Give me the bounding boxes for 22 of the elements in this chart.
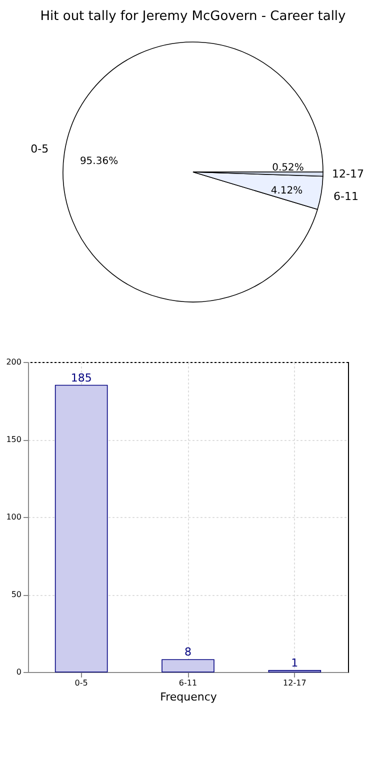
slice-label: 6-11 [333, 190, 358, 204]
y-tick-label: 200 [6, 358, 22, 366]
slice-label: 0-5 [30, 142, 49, 156]
x-tick-label: 6-11 [178, 678, 198, 688]
x-axis-title: Frequency [160, 690, 218, 704]
slice-label: 12-17 [332, 168, 364, 181]
x-tick-label: 12-17 [283, 678, 306, 688]
pie-slice [62, 42, 324, 302]
chart-title: Hit out tally for Jeremy McGovern - Career tally [40, 9, 346, 24]
bar [54, 384, 108, 672]
data-label: 0.52% [272, 162, 304, 174]
data-label: 185 [70, 371, 92, 384]
x-tick-label: 0-5 [74, 678, 88, 688]
data-label: 8 [184, 646, 192, 659]
bar [162, 659, 214, 672]
data-label: 4.12% [270, 185, 303, 196]
y-tick-label: 0 [16, 668, 22, 676]
y-tick-label: 150 [6, 435, 22, 444]
data-label: 1 [291, 656, 298, 670]
data-label: 95.36% [80, 156, 118, 168]
y-tick-label: 50 [11, 590, 22, 599]
y-tick-label: 100 [6, 512, 22, 522]
